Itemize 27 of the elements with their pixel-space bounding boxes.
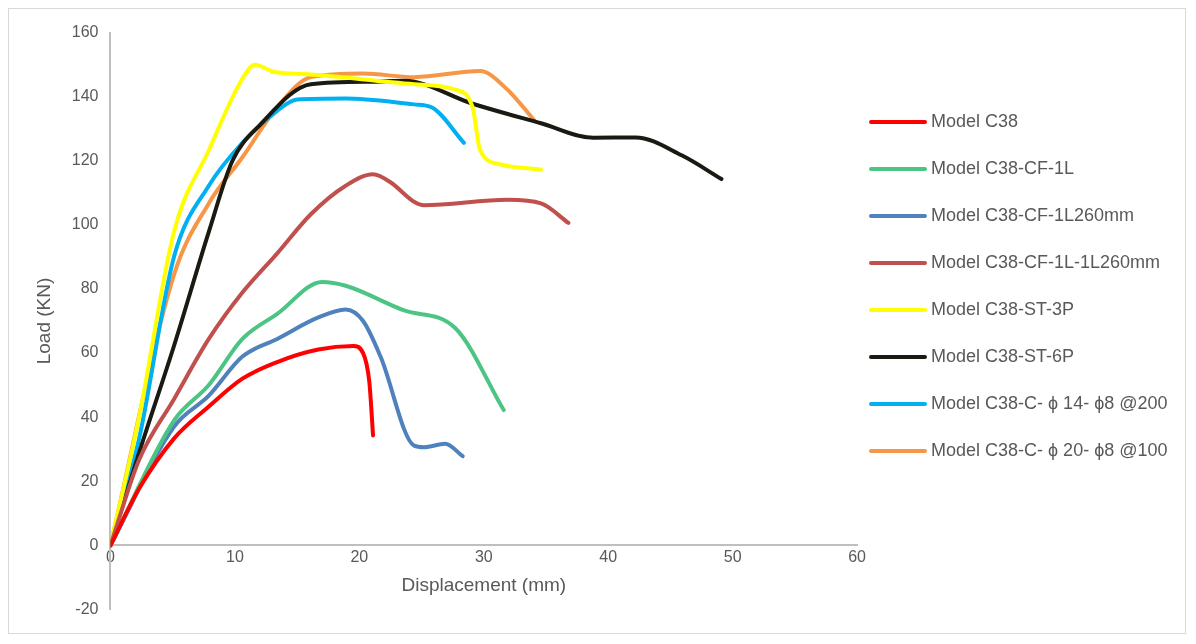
- legend-label: Model C38-CF-1L: [931, 158, 1075, 179]
- x-tick-label: 60: [848, 548, 867, 566]
- legend-label: Model C38-C- ϕ 20- ϕ8 @100: [931, 440, 1168, 461]
- y-tick-label: 20: [80, 471, 99, 489]
- y-tick-label: -20: [75, 599, 99, 617]
- legend-label: Model C38-CF-1L260mm: [931, 205, 1135, 226]
- x-tick-label: 10: [226, 548, 244, 566]
- y-tick-label: 100: [71, 215, 99, 233]
- y-tick-label: 0: [89, 535, 99, 553]
- x-tick-label: 40: [599, 548, 618, 566]
- legend-label: Model C38-C- ϕ 14- ϕ8 @200: [931, 393, 1168, 414]
- y-tick-label: 140: [71, 87, 99, 105]
- y-tick-label: 80: [80, 279, 99, 297]
- y-tick-label: 160: [71, 23, 99, 41]
- y-tick-label: 40: [80, 407, 99, 425]
- x-axis-title: Displacement (mm): [401, 574, 567, 596]
- legend-label: Model C38-ST-3P: [931, 299, 1075, 320]
- x-tick-label: 20: [350, 548, 369, 566]
- x-tick-label: 30: [474, 548, 493, 566]
- legend-label: Model C38-CF-1L-1L260mm: [931, 252, 1161, 273]
- y-tick-label: 60: [80, 343, 99, 361]
- line-series: [110, 344, 376, 548]
- x-tick-label: 50: [723, 548, 742, 566]
- legend-label: Model C38: [931, 111, 1019, 132]
- y-axis-title: Load (KN): [32, 277, 54, 365]
- y-tick-label: 120: [71, 151, 99, 169]
- legend-label: Model C38-ST-6P: [931, 346, 1075, 367]
